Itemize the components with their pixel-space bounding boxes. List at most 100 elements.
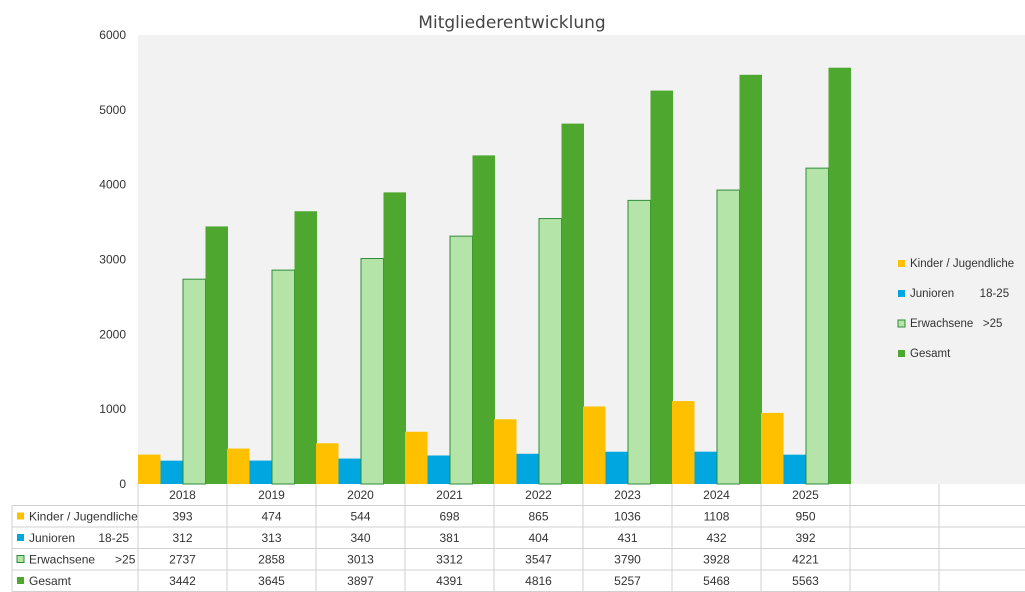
legend-label: Erwachsene >25 (910, 318, 1002, 330)
data-label: 474 (261, 510, 281, 524)
x-tick-label: 2025 (792, 488, 819, 502)
data-label: 404 (528, 531, 548, 545)
legend-label: Junioren 18-25 (910, 288, 1009, 300)
data-label: 3928 (703, 553, 730, 567)
bar (627, 199, 651, 485)
bar (650, 90, 673, 484)
legend-swatch (898, 260, 905, 267)
x-tick-label: 2018 (169, 488, 196, 502)
data-label: 950 (795, 510, 815, 524)
data-label: 3442 (169, 574, 196, 588)
chart-title: Mitgliederentwicklung (418, 13, 605, 33)
data-label: 698 (439, 510, 459, 524)
data-label: 5563 (792, 574, 819, 588)
x-tick-label: 2020 (347, 488, 374, 502)
data-label: 3790 (614, 553, 641, 567)
data-label: 3645 (258, 574, 285, 588)
bar (205, 226, 228, 485)
bar (294, 211, 317, 485)
bar (739, 74, 762, 484)
bar (427, 455, 450, 484)
bar (249, 460, 272, 484)
bar (694, 451, 717, 484)
data-label: 381 (439, 531, 459, 545)
data-label: 392 (795, 531, 815, 545)
bar (828, 67, 851, 485)
bar (561, 123, 584, 485)
data-label: 312 (172, 531, 192, 545)
data-label: 3312 (436, 553, 463, 567)
legend: Kinder / Jugendliche Junioren 18-25 Erwach… (897, 258, 1014, 360)
x-tick-label: 2021 (436, 488, 463, 502)
table-legend-swatch (17, 534, 24, 541)
bar (316, 443, 339, 484)
bar (761, 412, 784, 484)
bar (138, 454, 161, 484)
bar (160, 460, 183, 484)
bar (672, 401, 695, 484)
y-tick-label: 1000 (99, 402, 126, 416)
bar (472, 155, 495, 484)
bar (605, 451, 628, 484)
data-label: 2858 (258, 553, 285, 567)
bar (227, 448, 250, 484)
x-tick-label: 2019 (258, 488, 285, 502)
table-legend-swatch (16, 555, 25, 563)
x-tick-label: 2023 (614, 488, 641, 502)
legend-swatch (898, 290, 905, 297)
data-label: 432 (706, 531, 726, 545)
legend-swatch (898, 350, 905, 357)
table-row-label: Junioren 18-25 (29, 531, 129, 545)
bar (182, 278, 206, 485)
data-label: 340 (350, 531, 370, 545)
data-label: 3013 (347, 553, 374, 567)
table-row-label: Erwachsene >25 (29, 553, 136, 567)
bar (338, 458, 361, 484)
data-label: 393 (172, 510, 192, 524)
bar (271, 269, 295, 485)
table-row-label: Kinder / Jugendliche (29, 510, 138, 524)
data-label: 3547 (525, 553, 552, 567)
table-legend-swatch (17, 512, 24, 520)
data-table: 2018 2019 2020 2021 2022 2023 2024 2025 Kinder /… (11, 484, 1025, 592)
y-tick-label: 3000 (99, 253, 126, 267)
data-label: 2737 (169, 553, 196, 567)
bar (783, 454, 806, 484)
data-label: 431 (617, 531, 637, 545)
data-label: 1036 (614, 510, 641, 524)
bar (405, 431, 428, 484)
bar (583, 406, 606, 484)
y-tick-label: 5000 (99, 103, 126, 117)
bar (805, 167, 829, 485)
legend-swatch (897, 319, 906, 328)
data-label: 5468 (703, 574, 730, 588)
bar (716, 189, 740, 485)
data-label: 1108 (704, 510, 730, 524)
table-legend-swatch (17, 577, 24, 584)
legend-label: Gesamt (910, 348, 951, 360)
y-tick-label: 2000 (99, 327, 126, 341)
bar (516, 453, 539, 484)
bar (449, 235, 473, 485)
data-label: 4391 (436, 574, 463, 588)
data-label: 865 (528, 510, 548, 524)
data-label: 3897 (347, 574, 374, 588)
table-row-label: Gesamt (29, 574, 72, 588)
y-tick-label: 4000 (99, 178, 126, 192)
data-label: 5257 (614, 574, 641, 588)
bars (138, 67, 851, 485)
bar (494, 419, 517, 484)
x-tick-label: 2024 (703, 488, 730, 502)
data-label: 4221 (792, 553, 819, 567)
x-tick-label: 2022 (525, 488, 552, 502)
bar (383, 192, 406, 484)
data-label: 4816 (525, 574, 552, 588)
y-tick-label: 0 (119, 477, 126, 491)
data-label: 313 (261, 531, 281, 545)
y-tick-label: 6000 (99, 28, 126, 42)
bar (360, 258, 384, 485)
legend-label: Kinder / Jugendliche (910, 258, 1014, 270)
data-label: 544 (350, 510, 370, 524)
bar (538, 218, 562, 485)
